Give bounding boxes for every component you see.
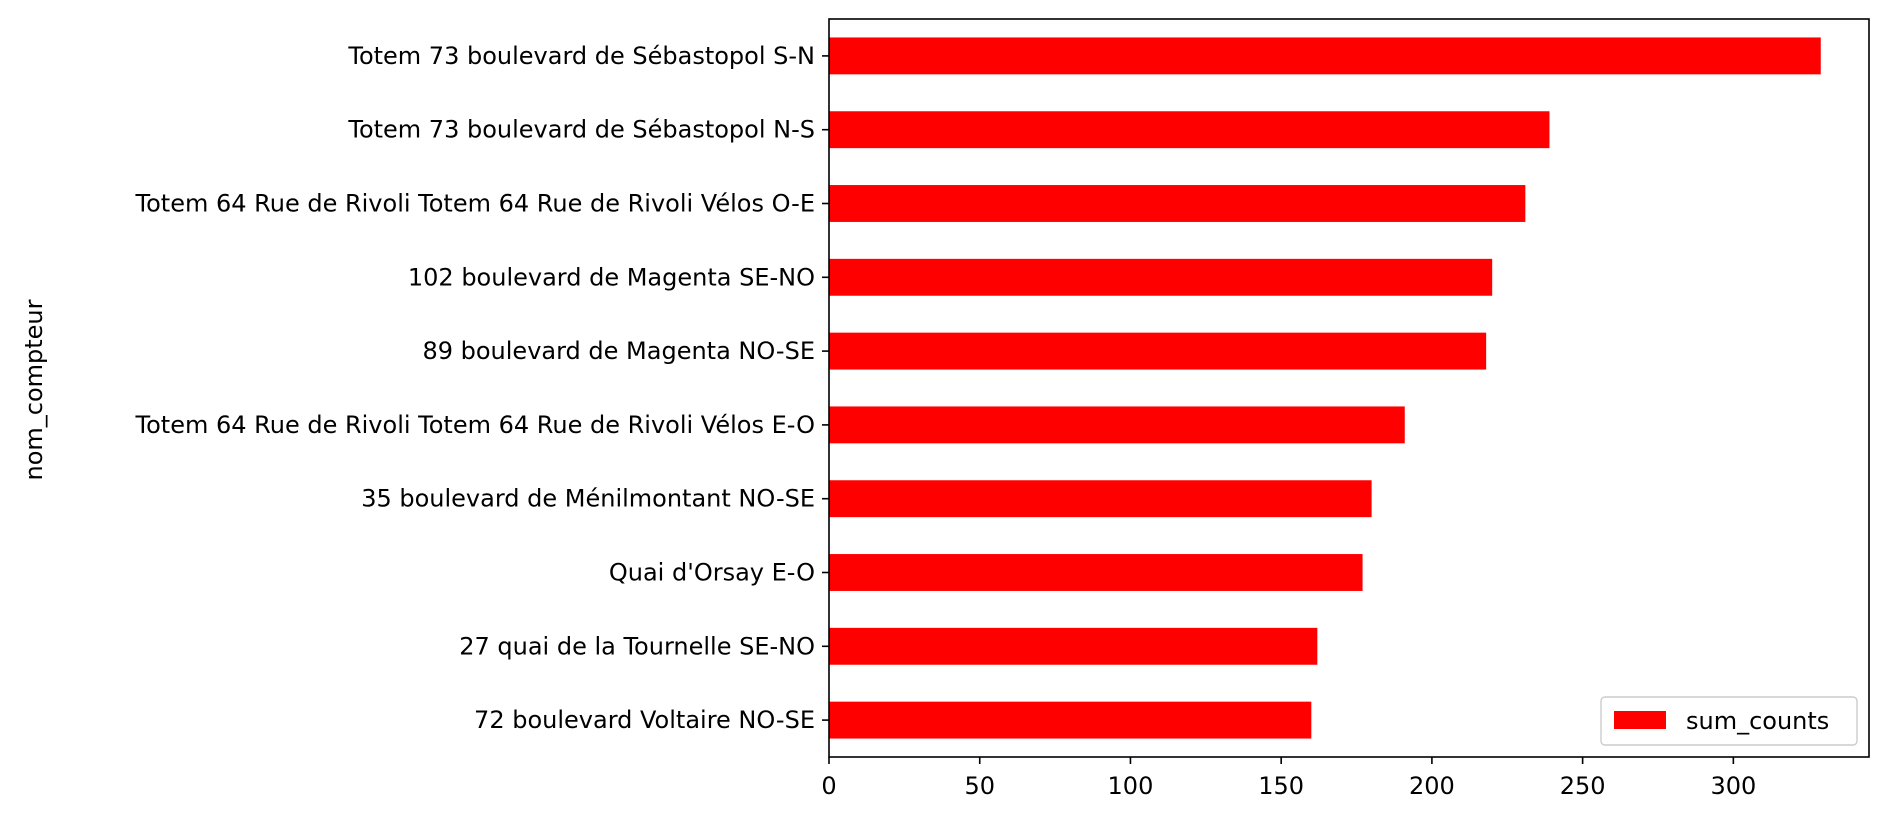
bar xyxy=(829,37,1821,75)
bar xyxy=(829,627,1318,665)
bar xyxy=(829,332,1487,370)
y-tick-label: 102 boulevard de Magenta SE-NO xyxy=(408,263,815,291)
y-axis-title: nom_compteur xyxy=(20,299,48,480)
legend-swatch xyxy=(1614,711,1666,729)
bar xyxy=(829,111,1550,149)
bar xyxy=(829,701,1312,739)
bar xyxy=(829,258,1493,296)
legend-frame xyxy=(1600,696,1858,746)
y-tick-label: 27 quai de la Tournelle SE-NO xyxy=(459,632,815,660)
y-tick-labels: Totem 73 boulevard de Sébastopol S-N Tote… xyxy=(135,42,829,734)
x-tick-label: 200 xyxy=(1409,772,1455,800)
plot-frame xyxy=(828,18,1870,758)
x-tick-label: 50 xyxy=(964,772,995,800)
bar xyxy=(829,480,1372,518)
x-axis-ticks: 0 50 100 150 200 250 300 xyxy=(821,757,1756,800)
bar xyxy=(829,554,1363,591)
legend-label: sum_counts xyxy=(1686,707,1829,735)
y-tick-label: 89 boulevard de Magenta NO-SE xyxy=(422,337,815,365)
x-tick-label: 150 xyxy=(1258,772,1304,800)
y-tick-label: Totem 73 boulevard de Sébastopol S-N xyxy=(347,42,815,70)
y-tick-label: 35 boulevard de Ménilmontant NO-SE xyxy=(361,485,815,513)
y-tick-label: Quai d'Orsay E-O xyxy=(609,559,815,587)
y-tick-label: Totem 64 Rue de Rivoli Totem 64 Rue de R… xyxy=(135,190,815,218)
y-tick-label: 72 boulevard Voltaire NO-SE xyxy=(474,706,815,734)
x-tick-label: 0 xyxy=(821,772,836,800)
y-tick-label: Totem 73 boulevard de Sébastopol N-S xyxy=(347,116,815,144)
x-tick-label: 300 xyxy=(1710,772,1756,800)
bar xyxy=(829,406,1405,444)
x-tick-label: 100 xyxy=(1108,772,1154,800)
bar xyxy=(829,185,1526,222)
y-tick-label: Totem 64 Rue de Rivoli Totem 64 Rue de R… xyxy=(135,411,815,439)
x-tick-label: 250 xyxy=(1560,772,1606,800)
bars-layer xyxy=(829,37,1821,739)
legend: sum_counts xyxy=(1600,696,1858,746)
